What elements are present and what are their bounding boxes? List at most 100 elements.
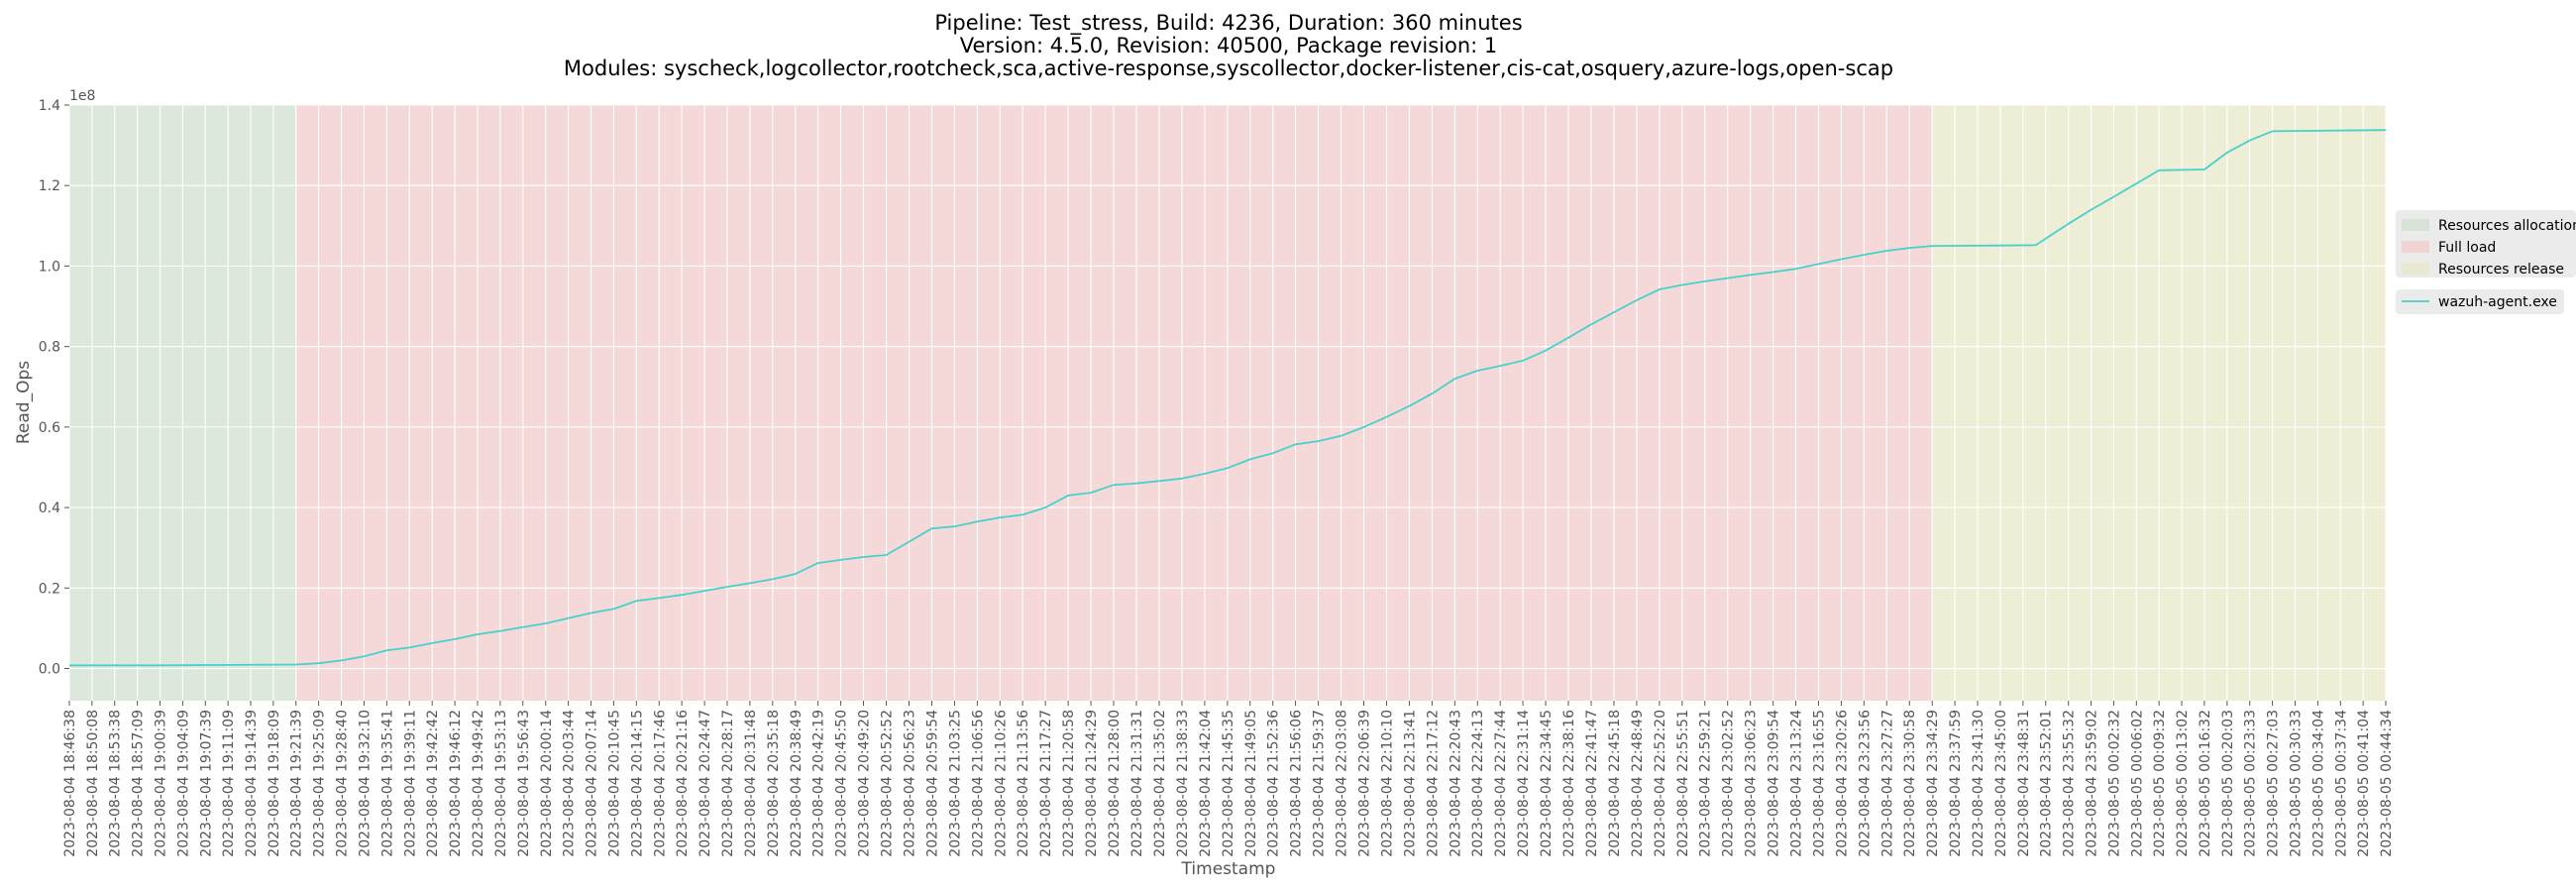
- x-tick-label: 2023-08-04 22:34:45: [1539, 710, 1555, 857]
- x-tick-label: 2023-08-04 21:49:05: [1243, 710, 1259, 857]
- x-tick-label: 2023-08-04 18:53:38: [108, 710, 124, 857]
- x-tick-label: 2023-08-04 21:03:25: [947, 710, 963, 857]
- x-tick-label: 2023-08-04 23:37:59: [1948, 710, 1964, 857]
- x-tick-label: 2023-08-04 18:50:08: [85, 710, 101, 857]
- x-tick-label: 2023-08-04 22:45:18: [1607, 710, 1623, 857]
- x-tick-label: 2023-08-04 19:39:11: [402, 710, 418, 857]
- x-tick-label: 2023-08-04 22:27:44: [1493, 710, 1509, 857]
- y-tick-label: 1.0: [39, 259, 60, 275]
- x-tick-label: 2023-08-04 23:48:31: [2016, 710, 2032, 857]
- x-tick-label: 2023-08-04 23:23:56: [1857, 710, 1873, 857]
- x-tick-label: 2023-08-04 20:35:18: [766, 710, 782, 857]
- x-tick-label: 2023-08-04 19:21:39: [289, 710, 305, 857]
- x-tick-label: 2023-08-04 21:45:35: [1221, 710, 1236, 857]
- x-tick-label: 2023-08-04 22:59:21: [1698, 710, 1714, 857]
- x-axis-label: Timestamp: [1181, 859, 1276, 879]
- x-tick-label: 2023-08-04 19:35:41: [379, 710, 395, 857]
- legend: Resources allocation Full load Resources r…: [2396, 210, 2576, 314]
- x-tick-label: 2023-08-04 23:27:27: [1879, 710, 1895, 857]
- x-tick-label: 2023-08-04 21:28:00: [1107, 710, 1123, 857]
- y-tick-label: 1.4: [39, 98, 60, 114]
- x-tick-label: 2023-08-04 18:57:09: [131, 710, 147, 857]
- x-tick-label: 2023-08-04 21:35:02: [1152, 710, 1168, 857]
- phase-legend-swatch: [2402, 241, 2429, 253]
- x-tick-label: 2023-08-04 21:56:06: [1289, 710, 1305, 857]
- x-tick-label: 2023-08-05 00:16:32: [2198, 710, 2213, 857]
- x-tick-label: 2023-08-04 20:59:54: [924, 710, 940, 857]
- x-tick-label: 2023-08-04 22:31:14: [1516, 710, 1532, 857]
- phase-legend-label: Full load: [2438, 240, 2496, 256]
- x-tick-label: 2023-08-05 00:20:03: [2220, 710, 2236, 857]
- x-tick-label: 2023-08-04 19:14:39: [244, 710, 260, 857]
- x-tick-label: 2023-08-04 21:17:27: [1038, 710, 1054, 857]
- x-tick-label: 2023-08-04 20:28:17: [720, 710, 736, 857]
- x-tick-label: 2023-08-04 22:48:49: [1630, 710, 1646, 857]
- y-axis-label: Read_Ops: [14, 361, 34, 444]
- x-tick-label: 2023-08-04 22:55:51: [1675, 710, 1691, 857]
- x-tick-label: 2023-08-04 19:46:12: [448, 710, 464, 857]
- x-tick-label: 2023-08-04 19:18:09: [267, 710, 282, 857]
- x-tick-label: 2023-08-04 20:45:50: [834, 710, 850, 857]
- x-tick-label: 2023-08-04 21:10:26: [993, 710, 1009, 857]
- x-tick-label: 2023-08-04 20:07:14: [584, 710, 599, 857]
- x-tick-label: 2023-08-05 00:44:34: [2379, 710, 2395, 857]
- x-tick-label: 2023-08-04 20:10:45: [606, 710, 622, 857]
- x-tick-label: 2023-08-04 21:42:04: [1198, 710, 1214, 857]
- x-tick-label: 2023-08-04 22:13:41: [1402, 710, 1418, 857]
- x-tick-label: 2023-08-04 20:00:14: [539, 710, 555, 857]
- x-tick-label: 2023-08-04 20:17:46: [652, 710, 668, 857]
- x-tick-label: 2023-08-04 23:45:00: [1993, 710, 2009, 857]
- y-tick-label: 1.2: [39, 178, 60, 194]
- x-tick-label: 2023-08-05 00:09:32: [2152, 710, 2168, 857]
- x-tick-label: 2023-08-04 23:06:23: [1744, 710, 1760, 857]
- x-tick-label: 2023-08-05 00:13:02: [2175, 710, 2191, 857]
- x-tick-label: 2023-08-04 22:41:47: [1584, 710, 1600, 857]
- series-line-1: [69, 129, 2387, 667]
- x-tick-label: 2023-08-04 23:30:58: [1902, 710, 1918, 857]
- phase-legend-label: Resources allocation: [2438, 218, 2576, 234]
- x-tick-label: 2023-08-04 23:41:30: [1971, 710, 1986, 857]
- x-tick-label: 2023-08-04 20:24:47: [698, 710, 713, 857]
- x-tick-label: 2023-08-04 23:34:29: [1925, 710, 1941, 857]
- phase-legend-swatch: [2402, 219, 2429, 231]
- x-tick-label: 2023-08-04 18:46:38: [62, 710, 78, 857]
- x-tick-label: 2023-08-04 19:04:09: [175, 710, 191, 857]
- x-tick-label: 2023-08-05 00:30:33: [2288, 710, 2304, 857]
- x-tick-label: 2023-08-04 21:59:37: [1312, 710, 1328, 857]
- x-tick-label: 2023-08-04 23:16:55: [1811, 710, 1827, 857]
- x-tick-label: 2023-08-05 00:06:02: [2129, 710, 2145, 857]
- x-tick-label: 2023-08-04 19:53:13: [493, 710, 509, 857]
- title-line-2: Version: 4.5.0, Revision: 40500, Package…: [960, 34, 1498, 57]
- x-tick-label: 2023-08-04 20:21:16: [675, 710, 691, 857]
- x-tick-label: 2023-08-04 19:11:09: [221, 710, 237, 857]
- x-tick-label: 2023-08-04 21:38:33: [1175, 710, 1191, 857]
- x-tick-label: 2023-08-04 22:38:16: [1561, 710, 1577, 857]
- y-tick-label: 0.0: [39, 662, 60, 678]
- y-tick-label: 0.8: [39, 340, 60, 356]
- x-tick-label: 2023-08-04 21:20:58: [1061, 710, 1077, 857]
- x-tick-label: 2023-08-04 21:52:36: [1266, 710, 1282, 857]
- phase-legend-box: [2396, 210, 2576, 278]
- x-tick-label: 2023-08-04 19:07:39: [198, 710, 214, 857]
- x-tick-label: 2023-08-04 20:14:15: [629, 710, 645, 857]
- x-tick-label: 2023-08-04 19:49:42: [471, 710, 486, 857]
- title-line-3: Modules: syscheck,logcollector,rootcheck…: [564, 56, 1893, 80]
- phase-legend-label: Resources release: [2438, 262, 2564, 278]
- grid-lines: [68, 104, 2387, 701]
- x-tick-label: 2023-08-04 22:52:20: [1653, 710, 1668, 857]
- x-tick-label: 2023-08-04 23:20:26: [1834, 710, 1850, 857]
- x-tick-label: 2023-08-04 21:06:56: [970, 710, 986, 857]
- x-tick-label: 2023-08-04 19:25:09: [312, 710, 328, 857]
- series-legend-label: wazuh-agent.exe: [2438, 294, 2557, 310]
- x-tick-label: 2023-08-04 20:42:19: [811, 710, 827, 857]
- series-legend-box: [2396, 289, 2564, 314]
- x-tick-label: 2023-08-04 19:42:42: [425, 710, 441, 857]
- x-tick-label: 2023-08-04 23:13:24: [1789, 710, 1805, 857]
- x-tick-label: 2023-08-04 22:20:43: [1448, 710, 1463, 857]
- x-tick-label: 2023-08-04 19:32:10: [357, 710, 373, 857]
- x-tick-label: 2023-08-04 22:03:08: [1335, 710, 1350, 857]
- x-tick-label: 2023-08-04 20:31:48: [743, 710, 759, 857]
- x-tick-label: 2023-08-04 20:49:20: [856, 710, 872, 857]
- x-tick-label: 2023-08-04 23:02:52: [1721, 710, 1737, 857]
